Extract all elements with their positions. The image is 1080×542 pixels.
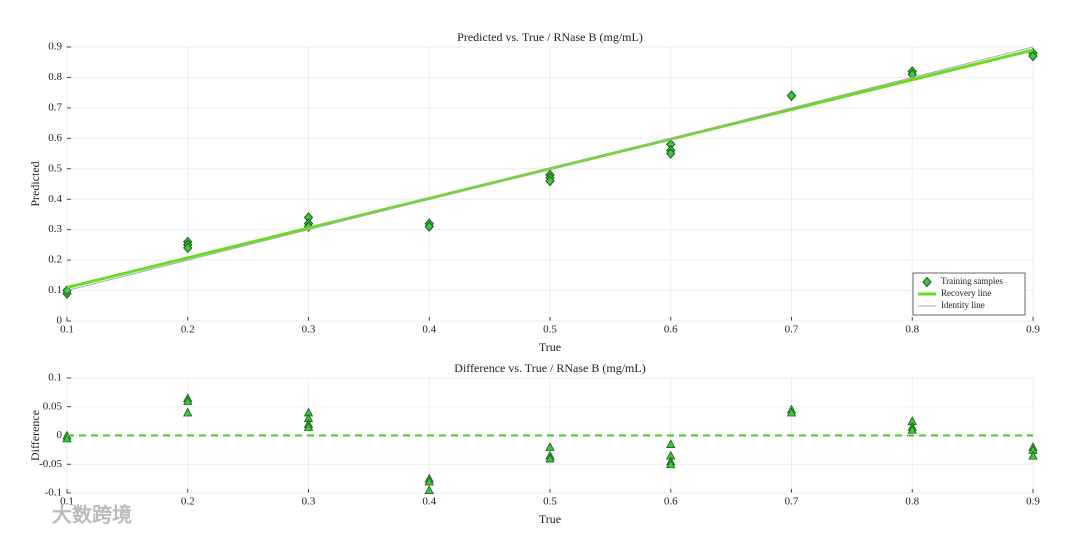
x-tick-label: 0.4	[422, 496, 436, 508]
marker	[424, 476, 434, 486]
x-tick-label: 0.1	[60, 496, 74, 508]
marker	[1028, 450, 1038, 460]
x-axis-label: True	[539, 340, 561, 354]
legend-label: Training samples	[941, 276, 1003, 286]
y-tick-label: 0.5	[48, 162, 62, 174]
chart-title: Predicted vs. True / RNase B (mg/mL)	[457, 30, 643, 44]
y-tick-label: 0.4	[48, 193, 62, 205]
x-axis-label: True	[539, 512, 561, 526]
marker	[62, 433, 72, 443]
x-tick-label: 0.6	[664, 324, 678, 336]
legend-label: Recovery line	[941, 288, 991, 298]
x-tick-label: 0.6	[664, 496, 678, 508]
y-axis-label: Difference	[28, 410, 42, 461]
y-tick-label: -0.1	[45, 487, 62, 499]
marker	[183, 396, 193, 405]
marker	[907, 424, 917, 434]
x-tick-label: 0.9	[1026, 324, 1040, 336]
y-tick-label: 0	[57, 429, 63, 441]
y-tick-label: 0.2	[48, 254, 62, 266]
marker	[424, 221, 434, 232]
line	[66, 46, 1034, 292]
marker	[666, 459, 676, 469]
x-tick-label: 0.7	[785, 324, 799, 336]
legend-label: Identity line	[941, 300, 985, 310]
marker	[183, 242, 193, 254]
y-tick-label: 0	[57, 315, 63, 327]
watermark: 大数跨境	[52, 503, 132, 527]
x-tick-label: 0.8	[905, 324, 919, 336]
y-tick-label: 0.6	[48, 132, 62, 144]
x-tick-label: 0.3	[302, 496, 316, 508]
y-tick-label: 0.05	[43, 400, 63, 412]
legend-swatch	[922, 276, 932, 288]
marker	[183, 407, 193, 417]
y-tick-label: 0.7	[48, 101, 62, 113]
y-tick-label: -0.05	[39, 458, 62, 470]
y-tick-label: 0.3	[48, 223, 62, 235]
marker	[786, 90, 797, 101]
marker	[303, 422, 314, 431]
y-tick-label: 0.9	[48, 41, 62, 53]
x-tick-label: 0.7	[785, 496, 799, 508]
marker	[1028, 50, 1038, 62]
marker	[786, 407, 797, 417]
x-tick-label: 0.4	[422, 324, 436, 336]
x-tick-label: 0.5	[543, 324, 557, 336]
x-tick-label: 0.9	[1026, 496, 1040, 508]
x-tick-label: 0.8	[905, 496, 919, 508]
marker	[545, 453, 555, 463]
x-tick-label: 0.1	[60, 324, 74, 336]
x-tick-label: 0.2	[181, 324, 195, 336]
x-tick-label: 0.3	[302, 324, 316, 336]
x-tick-label: 0.2	[181, 496, 195, 508]
y-axis-label: Predicted	[28, 161, 42, 206]
x-tick-label: 0.5	[543, 496, 557, 508]
marker	[424, 485, 434, 495]
y-tick-label: 0.1	[48, 372, 62, 384]
y-tick-label: 0.8	[48, 71, 62, 83]
y-tick-label: 0.1	[48, 284, 62, 296]
marker	[666, 439, 676, 449]
marker	[545, 442, 555, 451]
chart-title: Difference vs. True / RNase B (mg/mL)	[454, 361, 645, 375]
marker	[545, 175, 555, 187]
marker	[666, 148, 676, 159]
